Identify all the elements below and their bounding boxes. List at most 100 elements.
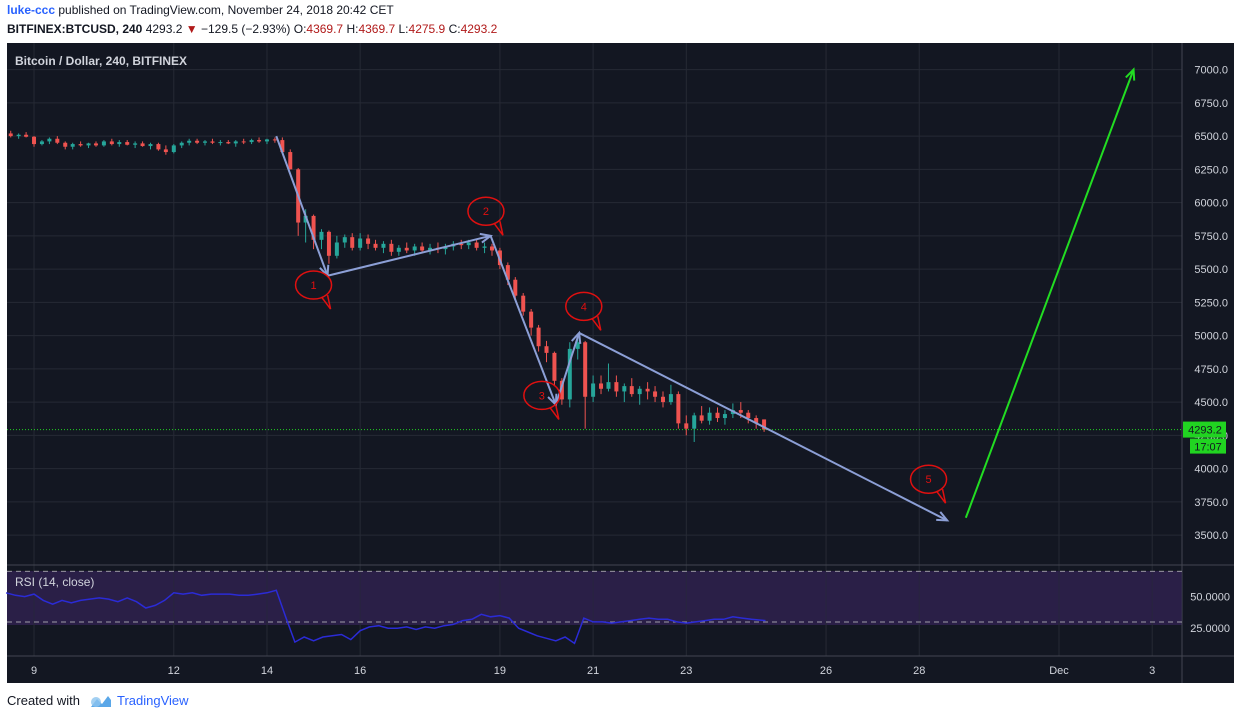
candle-body (148, 144, 153, 147)
price-tick-label: 4750.0 (1194, 364, 1228, 376)
candle (692, 412, 697, 442)
wave-callout: 4 (565, 291, 603, 331)
created-with-label: Created with (7, 693, 80, 708)
candle-body (241, 141, 246, 143)
callout-tail (493, 221, 504, 236)
candle-body (668, 394, 673, 403)
countdown-value: 17:07 (1194, 442, 1222, 454)
candle-body (303, 215, 308, 223)
candle (490, 243, 495, 256)
candle (117, 140, 122, 147)
candle (109, 138, 114, 146)
candle (559, 378, 564, 405)
candle (187, 138, 192, 146)
candle (24, 132, 29, 138)
candle-body (210, 141, 215, 143)
price-tick-label: 6250.0 (1194, 164, 1228, 176)
candle (482, 242, 487, 254)
price-tick-label: 3500.0 (1194, 530, 1228, 542)
time-axis: 9 12 14 16 19 21 23 26 28 Dec 3 (31, 665, 1155, 677)
time-tick-label: 23 (680, 665, 692, 677)
candle-body (521, 295, 526, 312)
candle-body (381, 243, 386, 248)
candle (622, 383, 627, 403)
time-tick-label: 9 (31, 665, 37, 677)
candle-body (536, 327, 541, 347)
candle-body (342, 237, 347, 243)
close-value: 4293.2 (460, 22, 498, 36)
price-change: −129.5 (−2.93%) (200, 22, 291, 36)
candle (350, 233, 355, 251)
candle (715, 407, 720, 423)
candle-body (606, 382, 611, 389)
candle-body (559, 380, 564, 400)
candle-body (684, 423, 689, 429)
callout-bubble (467, 196, 505, 226)
candle (140, 141, 145, 147)
candle-body (746, 412, 751, 419)
rsi-line (5, 589, 766, 645)
candle (699, 406, 704, 424)
last-price-badge: 4293.2 17:07 (1183, 421, 1226, 454)
candle (32, 136, 37, 147)
candle-body (226, 142, 231, 144)
ohlc-header: BITFINEX:BTCUSD, 240 4293.2 ▼ −129.5 (−2… (7, 22, 497, 36)
candle-body (86, 143, 91, 146)
candle-body (101, 141, 106, 146)
candle (575, 336, 580, 360)
rsi-title: RSI (14, close) (15, 575, 94, 589)
low-value: 4275.9 (408, 22, 446, 36)
candle-body (459, 243, 464, 246)
wave-callout: 1 (294, 270, 333, 310)
candle-body (544, 346, 549, 353)
candle-body (529, 311, 534, 328)
candle (39, 140, 44, 146)
candle (55, 136, 60, 145)
candle (396, 245, 401, 256)
candle-body (195, 140, 200, 143)
callout-bubble (565, 291, 603, 322)
wave-arrow-line (275, 135, 329, 277)
callout-bubble (909, 464, 948, 494)
chart-title: Bitcoin / Dollar, 240, BITFINEX (15, 54, 187, 68)
candle (591, 375, 596, 403)
candle (326, 230, 331, 264)
price-tick-label: 5000.0 (1194, 331, 1228, 343)
author-link[interactable]: luke-ccc (7, 3, 56, 17)
candle-body (47, 138, 52, 142)
candle-body (474, 242, 479, 248)
candle (653, 386, 658, 403)
candle-body (637, 388, 642, 395)
candle-body (645, 388, 650, 392)
candle (16, 133, 21, 139)
candle-body (622, 386, 627, 392)
candle (280, 137, 285, 153)
candle (272, 137, 277, 143)
candle-body (715, 412, 720, 419)
candle-body (171, 145, 176, 153)
candle-body (653, 391, 658, 397)
time-tick-label: 19 (494, 665, 506, 677)
candle (521, 293, 526, 316)
candle-body (676, 394, 681, 424)
time-tick-label: 26 (820, 665, 832, 677)
open-value: 4369.7 (306, 22, 344, 36)
tradingview-link[interactable]: TradingView (88, 693, 189, 708)
publish-info: luke-ccc published on TradingView.com, N… (7, 3, 394, 17)
candle (249, 138, 254, 145)
price-tick-label: 7000.0 (1194, 65, 1228, 77)
time-tick-label: 14 (261, 665, 273, 677)
candle (311, 214, 316, 250)
countdown-badge-bg (1190, 438, 1226, 454)
last-price: 4293.2 (145, 22, 183, 36)
candle-body (482, 246, 487, 248)
candle-body (583, 342, 588, 397)
candle-body (319, 231, 324, 240)
time-tick-label: 28 (913, 665, 925, 677)
price-tick-label: 4000.0 (1194, 464, 1228, 476)
candle (163, 145, 168, 155)
candle (762, 419, 767, 432)
candle (614, 375, 619, 397)
candle-body (420, 246, 425, 251)
